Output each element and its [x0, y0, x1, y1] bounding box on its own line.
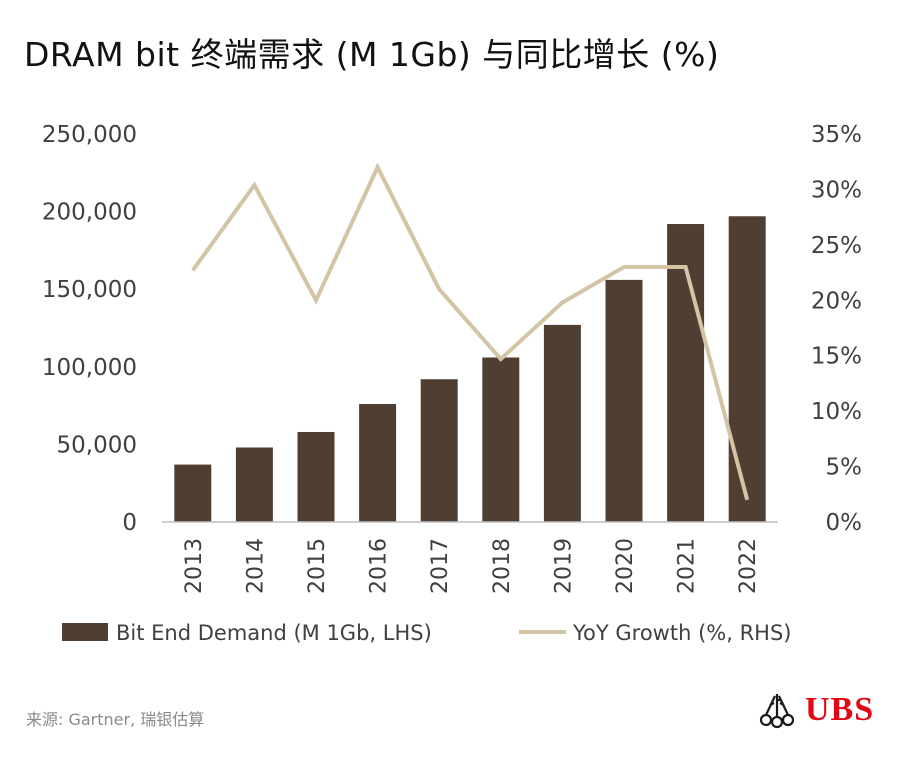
x-tick-label: 2019 [551, 538, 576, 594]
bar [482, 357, 520, 522]
bar [174, 464, 212, 522]
x-tick-label: 2022 [736, 538, 761, 594]
chart-title: DRAM bit 终端需求 (M 1Gb) 与同比增长 (%) [24, 35, 720, 74]
legend: Bit End Demand (M 1Gb, LHS) YoY Growth (… [62, 621, 791, 645]
bar [297, 431, 335, 522]
left-tick-label: 0 [122, 510, 137, 536]
growth-line [191, 162, 750, 501]
right-tick-label: 15% [811, 344, 862, 370]
legend-bar-swatch [62, 623, 108, 641]
left-tick-label: 250,000 [42, 122, 137, 148]
bar [235, 447, 273, 522]
x-tick-label: 2017 [428, 538, 453, 594]
chart: 0 50,000 100,000 150,000 200,000 250,000 0% 5%… [42, 122, 862, 645]
left-axis-ticks: 0 50,000 100,000 150,000 200,000 250,000 [42, 122, 137, 536]
left-tick-label: 100,000 [42, 355, 137, 381]
right-tick-label: 0% [826, 510, 863, 536]
right-axis-ticks: 0% 5% 10% 15% 20% 25% 30% 35% [811, 122, 862, 536]
bar [420, 379, 458, 522]
x-tick-label: 2015 [305, 538, 330, 594]
right-tick-label: 10% [811, 399, 862, 425]
x-tick-label: 2014 [243, 538, 268, 594]
x-tick-label: 2020 [613, 538, 638, 594]
right-tick-label: 35% [811, 122, 862, 148]
x-axis-ticks: 2013 2014 2015 2016 2017 2018 2019 2020 2021 2022 [182, 538, 761, 594]
bar [543, 324, 581, 522]
right-tick-label: 30% [811, 177, 862, 203]
legend-bar-label: Bit End Demand (M 1Gb, LHS) [116, 621, 432, 645]
right-tick-label: 5% [826, 455, 863, 481]
bar-series [174, 216, 766, 523]
right-tick-label: 20% [811, 288, 862, 314]
bar [728, 216, 766, 523]
x-tick-label: 2013 [182, 538, 207, 594]
bar [605, 279, 643, 522]
x-tick-label: 2016 [367, 538, 392, 594]
left-tick-label: 200,000 [42, 200, 137, 226]
source-note: 来源: Gartner, 瑞银估算 [26, 710, 205, 729]
left-tick-label: 150,000 [42, 277, 137, 303]
left-tick-label: 50,000 [57, 432, 137, 458]
x-tick-label: 2021 [675, 538, 700, 594]
legend-line-label: YoY Growth (%, RHS) [572, 621, 791, 645]
logo-wordmark: UBS [805, 691, 875, 728]
x-tick-label: 2018 [490, 538, 515, 594]
right-tick-label: 25% [811, 233, 862, 259]
ubs-logo: UBS [755, 690, 874, 730]
bar [359, 404, 397, 522]
keys-icon [759, 694, 795, 729]
